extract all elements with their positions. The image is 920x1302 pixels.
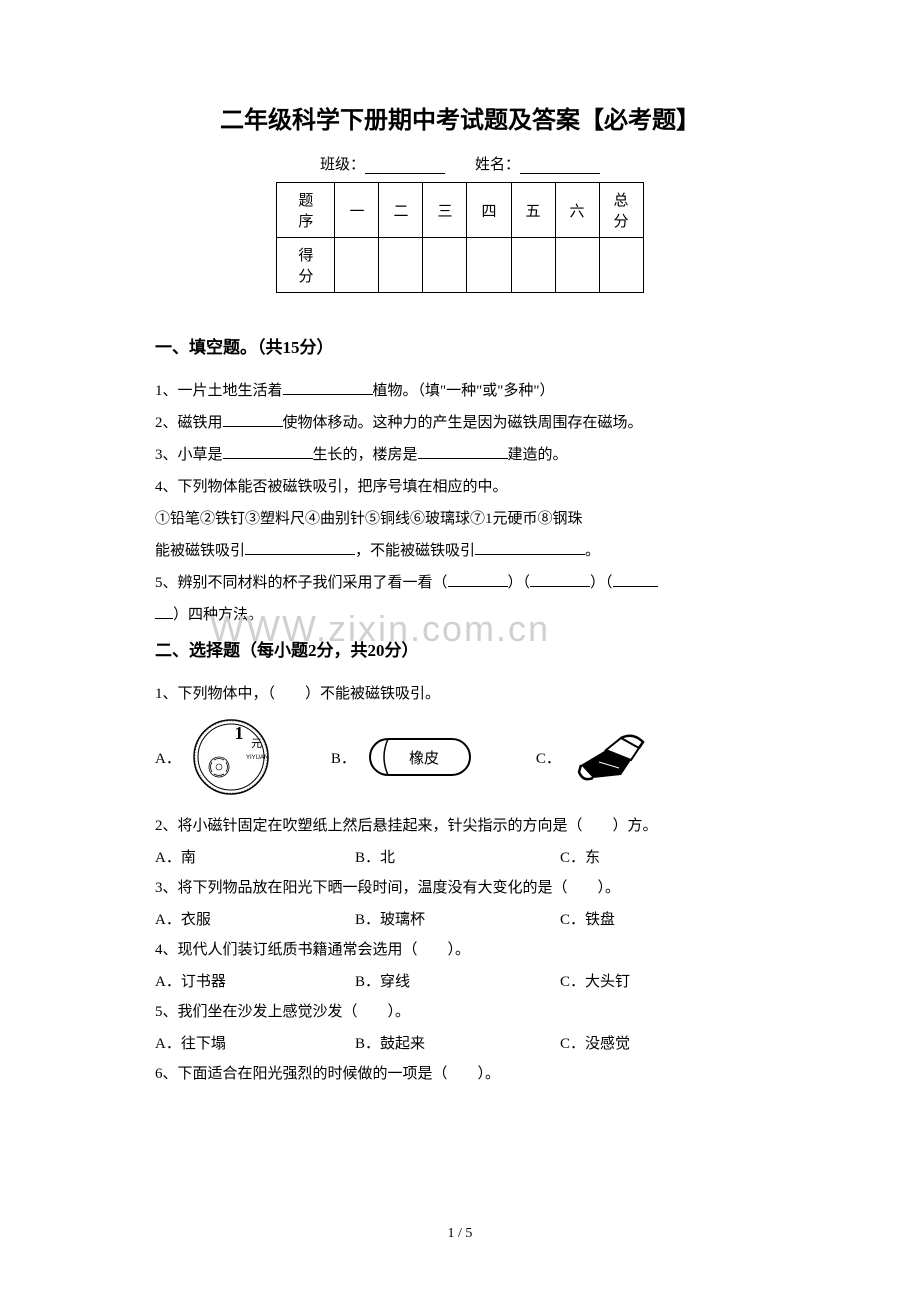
header-cell: 四	[467, 183, 511, 238]
class-blank	[365, 160, 445, 174]
clip-icon	[571, 730, 651, 785]
choice-c: C．东	[560, 843, 710, 873]
question-4-items: ①铅笔②铁钉③塑料尺④曲别针⑤铜线⑥玻璃球⑦1元硬币⑧钢珠	[155, 504, 765, 534]
svg-text:YIYUAN: YIYUAN	[246, 755, 268, 761]
score-cell	[423, 238, 467, 293]
choice-b-label: B．	[331, 747, 356, 768]
q5-text-c: ）（	[590, 575, 613, 591]
q2-text-a: 2、磁铁用	[155, 415, 223, 431]
s2-q3-choices: A．衣服 B．玻璃杯 C．铁盘	[155, 905, 765, 935]
s2-question-5: 5、我们坐在沙发上感觉沙发（ ）。	[155, 997, 765, 1027]
score-cell	[467, 238, 511, 293]
q5-text-a: 5、辨别不同材料的杯子我们采用了看一看（	[155, 575, 448, 591]
q3-text-c: 建造的。	[508, 447, 568, 463]
score-table: 题序 一 二 三 四 五 六 总分 得分	[276, 182, 643, 293]
choice-a: A．往下塌	[155, 1029, 355, 1059]
choice-b: B．穿线	[355, 967, 560, 997]
s2-question-1: 1、下列物体中，（ ）不能被磁铁吸引。	[155, 679, 765, 709]
header-cell: 二	[379, 183, 423, 238]
score-cell	[555, 238, 599, 293]
s2-question-6: 6、下面适合在阳光强烈的时候做的一项是（ ）。	[155, 1059, 765, 1089]
s2-question-2: 2、将小磁针固定在吹塑纸上然后悬挂起来，针尖指示的方向是（ ）方。	[155, 811, 765, 841]
page-footer: 1 / 5	[0, 1226, 920, 1242]
q3-text-b: 生长的，楼房是	[313, 447, 418, 463]
q4-can-b: ，不能被磁铁吸引	[355, 543, 475, 559]
fill-blank	[223, 426, 283, 427]
choice-b: B．玻璃杯	[355, 905, 560, 935]
fill-blank	[530, 586, 590, 587]
q1-text-a: 1、一片土地生活着	[155, 383, 283, 399]
class-label: 班级：	[320, 157, 365, 173]
table-row: 题序 一 二 三 四 五 六 总分	[277, 183, 643, 238]
question-5: 5、辨别不同材料的杯子我们采用了看一看（ ）（ ）（	[155, 568, 765, 598]
svg-text:元: 元	[251, 738, 262, 750]
section2-heading: 二、选择题（每小题2分，共20分）	[155, 636, 765, 661]
q5-text-b: ）（	[508, 575, 531, 591]
score-cell	[379, 238, 423, 293]
name-label: 姓名：	[475, 157, 520, 173]
eraser-icon: 橡皮	[366, 733, 476, 781]
choice-c-label: C．	[536, 747, 561, 768]
s2-q2-choices: A．南 B．北 C．东	[155, 843, 765, 873]
fill-blank	[475, 554, 585, 555]
section1-heading: 一、填空题。（共15分）	[155, 333, 765, 358]
svg-text:橡皮: 橡皮	[409, 750, 439, 767]
header-cell: 五	[511, 183, 555, 238]
student-info-row: 班级： 姓名：	[155, 153, 765, 174]
choice-b: B．鼓起来	[355, 1029, 560, 1059]
question-3: 3、小草是 生长的，楼房是 建造的。	[155, 440, 765, 470]
choice-c: C．没感觉	[560, 1029, 710, 1059]
q4-can-a: 能被磁铁吸引	[155, 543, 245, 559]
header-cell: 六	[555, 183, 599, 238]
choice-a-label: A．	[155, 747, 181, 768]
s2-q1-choices: A． 1 元 YIYUAN B． 橡皮 C．	[155, 717, 765, 797]
question-2: 2、磁铁用 使物体移动。这种力的产生是因为磁铁周围存在磁场。	[155, 408, 765, 438]
score-cell	[511, 238, 555, 293]
choice-a: A．南	[155, 843, 355, 873]
choice-a: A．衣服	[155, 905, 355, 935]
s2-question-4: 4、现代人们装订纸质书籍通常会选用（ ）。	[155, 935, 765, 965]
q3-text-a: 3、小草是	[155, 447, 223, 463]
choice-c: C．	[536, 730, 651, 785]
choice-a: A．订书器	[155, 967, 355, 997]
s2-question-3: 3、将下列物品放在阳光下晒一段时间，温度没有大变化的是（ ）。	[155, 873, 765, 903]
score-cell	[599, 238, 643, 293]
fill-blank	[223, 458, 313, 459]
header-cell: 总分	[599, 183, 643, 238]
svg-text:1: 1	[234, 723, 243, 743]
header-cell: 一	[335, 183, 379, 238]
fill-blank	[283, 394, 373, 395]
fill-blank	[448, 586, 508, 587]
fill-blank	[245, 554, 355, 555]
name-blank	[520, 160, 600, 174]
header-cell: 题序	[277, 183, 335, 238]
page-title: 二年级科学下册期中考试题及答案【必考题】	[155, 100, 765, 135]
choice-a: A． 1 元 YIYUAN	[155, 717, 271, 797]
fill-blank	[418, 458, 508, 459]
q1-text-b: 植物。（填"一种"或"多种"）	[373, 383, 555, 399]
fill-blank	[613, 586, 658, 587]
question-1: 1、一片土地生活着 植物。（填"一种"或"多种"）	[155, 376, 765, 406]
question-4: 4、下列物体能否被磁铁吸引，把序号填在相应的中。	[155, 472, 765, 502]
q2-text-b: 使物体移动。这种力的产生是因为磁铁周围存在磁场。	[283, 415, 643, 431]
score-label-cell: 得分	[277, 238, 335, 293]
question-4-answer: 能被磁铁吸引 ，不能被磁铁吸引 。	[155, 536, 765, 566]
choice-b: B．北	[355, 843, 560, 873]
header-cell: 三	[423, 183, 467, 238]
question-5-cont: ）四种方法。	[155, 600, 765, 630]
coin-icon: 1 元 YIYUAN	[191, 717, 271, 797]
score-cell	[335, 238, 379, 293]
s2-q5-choices: A．往下塌 B．鼓起来 C．没感觉	[155, 1029, 765, 1059]
choice-c: C．大头钉	[560, 967, 710, 997]
table-row: 得分	[277, 238, 643, 293]
choice-b: B． 橡皮	[331, 733, 476, 781]
fill-blank	[155, 618, 173, 619]
choice-c: C．铁盘	[560, 905, 710, 935]
q5-text-d: ）四种方法。	[173, 607, 263, 623]
s2-q4-choices: A．订书器 B．穿线 C．大头钉	[155, 967, 765, 997]
q4-can-c: 。	[585, 543, 600, 559]
